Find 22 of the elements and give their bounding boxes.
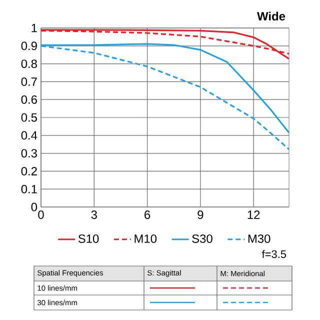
legend-label: S10 bbox=[78, 234, 99, 243]
y-tick-label: 0 bbox=[31, 202, 38, 212]
legend-label: M30 bbox=[248, 234, 270, 243]
y-tick-label: 0.2 bbox=[21, 166, 37, 176]
y-tick-label: 0.8 bbox=[21, 60, 37, 68]
y-tick-label: 0.3 bbox=[21, 149, 37, 158]
y-tick-label: 0.6 bbox=[21, 95, 37, 104]
x-tick-label: 0 bbox=[38, 210, 44, 219]
x-tick-label: 9 bbox=[198, 210, 204, 219]
y-tick-label: 1 bbox=[32, 24, 37, 32]
y-tick-label: 0.7 bbox=[21, 77, 37, 86]
y-tick-label: 0.1 bbox=[21, 184, 37, 194]
text: f=3.5 bbox=[262, 250, 286, 258]
legend-label: M10 bbox=[134, 234, 157, 243]
x-tick-label: 3 bbox=[91, 210, 97, 219]
y-tick-label: 0.5 bbox=[21, 113, 37, 122]
chart-title: Wide bbox=[257, 12, 286, 20]
x-tick-label: 12 bbox=[248, 210, 260, 219]
legend-label: S30 bbox=[192, 234, 212, 243]
x-tick-label: 6 bbox=[144, 210, 150, 219]
y-tick-label: 0.4 bbox=[21, 131, 38, 140]
y-tick-label: 0.9 bbox=[21, 42, 37, 50]
